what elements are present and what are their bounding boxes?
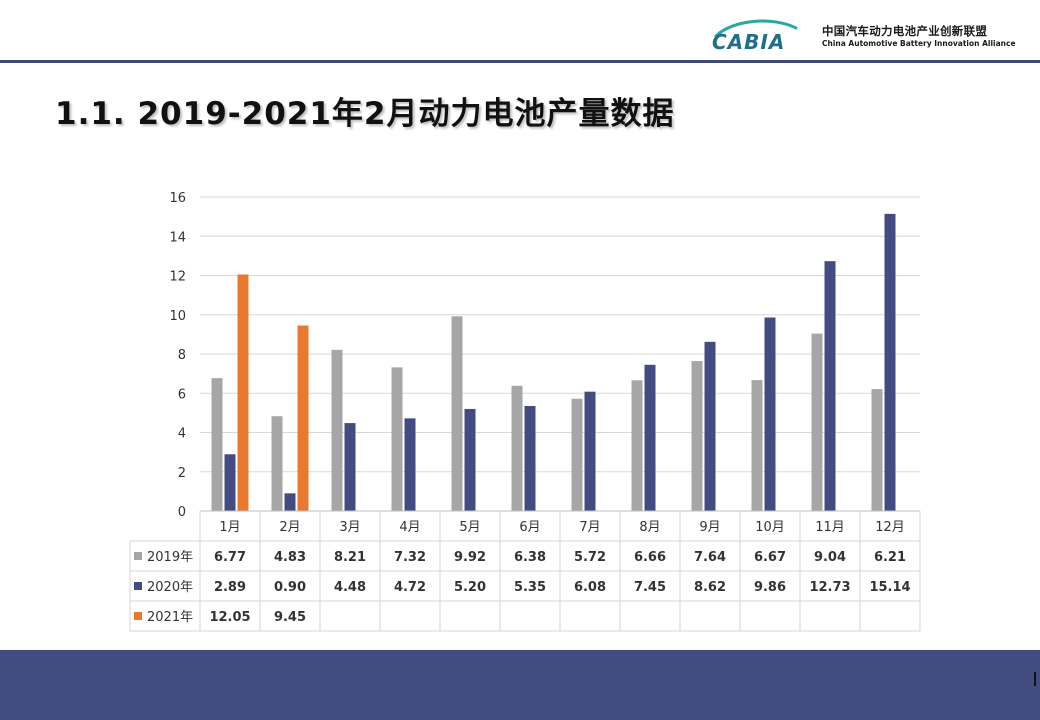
- footer-edge-mark: [1034, 672, 1036, 686]
- page-title: 1.1. 2019-2021年2月动力电池产量数据: [55, 96, 675, 132]
- legend-label: 2021年: [147, 610, 193, 625]
- x-tick-label: 4月: [399, 520, 420, 535]
- data-label: 9.45: [274, 610, 306, 625]
- data-label: 5.35: [514, 580, 546, 595]
- x-tick-label: 11月: [815, 520, 845, 535]
- bar: [751, 380, 763, 511]
- x-tick-label: 5月: [459, 520, 480, 535]
- bar: [331, 349, 343, 511]
- data-label: 6.38: [514, 550, 546, 565]
- bar: [811, 333, 823, 511]
- bar: [284, 493, 296, 511]
- bar: [344, 423, 356, 511]
- gridlines: [200, 196, 920, 473]
- data-label: 6.67: [754, 550, 786, 565]
- legend-label: 2019年: [147, 550, 193, 565]
- bar: [464, 408, 476, 511]
- data-label: 9.86: [754, 580, 786, 595]
- bar: [884, 213, 896, 511]
- y-tick-label: 10: [169, 309, 186, 324]
- data-label: 7.64: [694, 550, 726, 565]
- bar: [404, 418, 416, 511]
- bar: [511, 385, 523, 511]
- data-label: 9.92: [454, 550, 486, 565]
- legend-label: 2020年: [147, 580, 193, 595]
- bar: [237, 274, 249, 511]
- data-label: 6.77: [214, 550, 246, 565]
- logo-wordmark: CABIA: [712, 30, 785, 54]
- bar: [224, 454, 236, 511]
- cabia-logo: CABIA 中国汽车动力电池产业创新联盟 China Automotive Ba…: [710, 14, 1030, 54]
- org-name-cn: 中国汽车动力电池产业创新联盟: [822, 24, 988, 38]
- bar: [644, 364, 656, 511]
- bar: [704, 341, 716, 511]
- bar: [871, 389, 883, 511]
- x-tick-label: 8月: [639, 520, 660, 535]
- y-tick-label: 16: [169, 191, 186, 206]
- org-name-en: China Automotive Battery Innovation Alli…: [822, 39, 1016, 48]
- data-label: 6.21: [874, 550, 906, 565]
- x-tick-label: 7月: [579, 520, 600, 535]
- bar: [391, 367, 403, 511]
- legend-swatch: [134, 582, 142, 590]
- bars: [211, 213, 896, 511]
- x-tick-label: 1月: [219, 520, 240, 535]
- bar: [297, 325, 309, 511]
- legend-swatch: [134, 552, 142, 560]
- legend-swatch: [134, 612, 142, 620]
- y-tick-label: 0: [178, 505, 186, 520]
- footer-band: [0, 650, 1040, 720]
- header-rule: [0, 60, 1040, 63]
- x-tick-label: 12月: [875, 520, 905, 535]
- bar: [451, 316, 463, 511]
- bar: [584, 391, 596, 511]
- data-label: 4.72: [394, 580, 426, 595]
- bar: [691, 361, 703, 511]
- bar: [271, 416, 283, 511]
- data-label: 0.90: [274, 580, 306, 595]
- data-label: 5.72: [574, 550, 606, 565]
- data-label: 6.08: [574, 580, 606, 595]
- y-tick-label: 6: [178, 387, 186, 402]
- data-label: 4.48: [334, 580, 366, 595]
- bar: [824, 261, 836, 511]
- data-label: 4.83: [274, 550, 306, 565]
- data-label: 7.45: [634, 580, 666, 595]
- data-label: 5.20: [454, 580, 486, 595]
- x-tick-label: 10月: [755, 520, 785, 535]
- y-tick-label: 14: [169, 230, 186, 245]
- y-tick-label: 2: [178, 466, 186, 481]
- data-label: 2.89: [214, 580, 246, 595]
- x-tick-label: 9月: [699, 520, 720, 535]
- bar: [211, 378, 223, 511]
- data-label: 15.14: [869, 580, 910, 595]
- data-label: 8.21: [334, 550, 366, 565]
- bar: [631, 380, 643, 511]
- data-label: 9.04: [814, 550, 846, 565]
- x-tick-label: 2月: [279, 520, 300, 535]
- y-tick-label: 12: [169, 270, 186, 285]
- data-label: 12.05: [209, 610, 250, 625]
- y-tick-label: 4: [178, 427, 186, 442]
- data-label: 8.62: [694, 580, 726, 595]
- data-label: 6.66: [634, 550, 666, 565]
- bar: [524, 406, 536, 511]
- data-table: 1月 2月 3月 4月 5月 6月 7月 8月 9月 10月 11月 12月 2019年 6.77 4.83…: [129, 510, 921, 632]
- data-label: 7.32: [394, 550, 426, 565]
- bar: [764, 317, 776, 511]
- data-label: 12.73: [809, 580, 850, 595]
- x-tick-label: 3月: [339, 520, 360, 535]
- y-axis-ticks: 0 2 4 6 8 10 12 14 16: [169, 191, 186, 520]
- y-tick-label: 8: [178, 348, 186, 363]
- bar: [571, 398, 583, 511]
- x-tick-label: 6月: [519, 520, 540, 535]
- car-silhouette-icon: CABIA: [712, 19, 798, 54]
